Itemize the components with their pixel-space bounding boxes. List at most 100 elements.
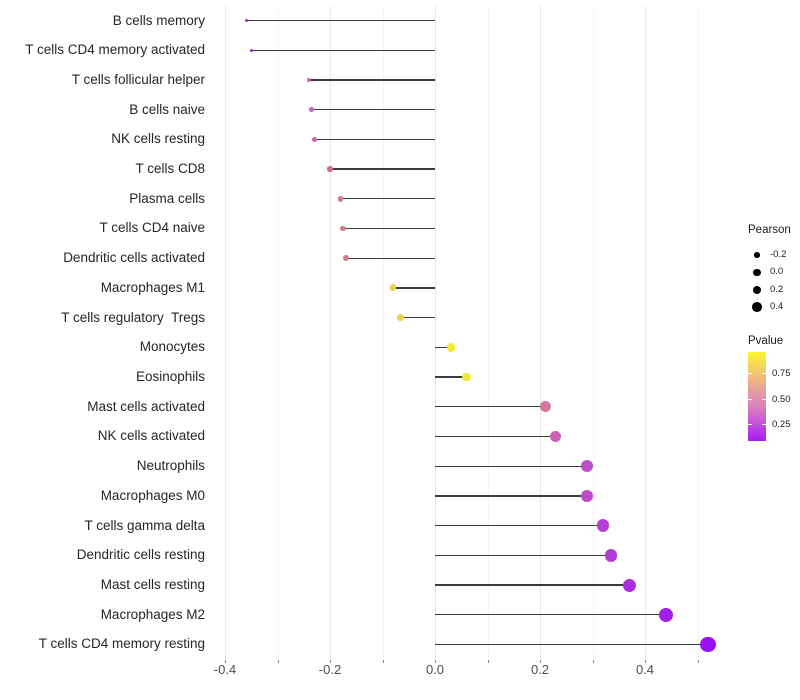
x-tick-mark — [540, 660, 541, 663]
lollipop-dot — [249, 48, 253, 52]
lollipop-dot — [337, 196, 344, 202]
lollipop-stem — [435, 584, 630, 586]
size-legend-dot — [752, 285, 762, 295]
lollipop-dot — [244, 19, 248, 22]
gridline-major — [330, 6, 331, 660]
size-legend-label: 0.2 — [770, 283, 784, 295]
gridline-minor — [592, 6, 594, 660]
gridline-major — [540, 6, 541, 660]
x-tick-label: 0.0 — [425, 662, 445, 677]
lollipop-dot — [389, 284, 397, 292]
gridline-major — [645, 6, 646, 660]
row-label: Eosinophils — [135, 369, 205, 385]
size-legend-dot — [752, 302, 762, 313]
row-label: Dendritic cells resting — [76, 547, 205, 563]
lollipop-dot — [446, 343, 455, 352]
lollipop-dot — [658, 607, 674, 622]
row-label: T cells CD8 — [135, 161, 205, 177]
row-label: B cells memory — [112, 12, 205, 28]
colorbar-tick — [762, 373, 766, 374]
row-label: Dendritic cells activated — [63, 250, 205, 266]
x-tick-mark — [487, 660, 489, 663]
colorbar-tick — [762, 398, 766, 400]
lollipop-stem — [330, 168, 435, 170]
lollipop-dot — [311, 136, 317, 142]
x-tick-mark — [277, 660, 279, 663]
x-tick-mark — [435, 660, 436, 663]
row-label: Neutrophils — [136, 458, 205, 474]
row-label: Monocytes — [139, 339, 205, 355]
size-legend-label: -0.2 — [770, 249, 787, 260]
x-tick-mark — [697, 660, 699, 663]
gridline-major — [435, 6, 436, 660]
lollipop-dot — [581, 489, 594, 502]
lollipop-stem — [435, 524, 603, 527]
row-label: T cells CD4 naive — [99, 220, 205, 236]
x-tick-label: -0.4 — [213, 662, 237, 677]
lollipop-dot — [306, 77, 312, 83]
lollipop-dot — [462, 372, 471, 382]
gridline-minor — [382, 6, 384, 660]
row-label: NK cells activated — [97, 428, 205, 444]
lollipop-stem — [435, 435, 556, 438]
size-legend-label: 0.0 — [770, 266, 784, 278]
lollipop-dot — [340, 225, 346, 232]
lollipop-stem — [343, 227, 435, 230]
x-tick-mark — [225, 660, 226, 663]
lollipop-dot — [327, 166, 333, 172]
lollipop-stem — [435, 346, 451, 348]
x-tick-mark — [382, 660, 384, 663]
lollipop-stem — [435, 495, 588, 497]
lollipop-stem — [311, 108, 435, 111]
lollipop-stem — [435, 376, 467, 378]
row-label: Macrophages M1 — [100, 279, 205, 295]
x-tick-label: 0.4 — [635, 662, 655, 677]
gridline-minor — [487, 6, 489, 660]
lollipop-stem — [435, 614, 666, 616]
lollipop-stem — [435, 554, 611, 556]
row-label: T cells CD4 memory resting — [38, 636, 205, 652]
lollipop-stem — [314, 138, 435, 140]
row-label: Macrophages M2 — [100, 606, 205, 622]
row-label: T cells follicular helper — [71, 71, 205, 87]
gridline-minor — [697, 6, 699, 660]
lollipop-dot — [309, 107, 314, 112]
size-legend-label: 0.4 — [770, 301, 784, 313]
colorbar-label: 0.75 — [772, 368, 791, 379]
lollipop-stem — [435, 406, 546, 408]
size-legend-dot — [753, 268, 761, 276]
x-tick-mark — [330, 660, 331, 663]
row-label: NK cells resting — [111, 131, 205, 147]
lollipop-stem — [393, 287, 435, 289]
size-legend-title: Pearson — [748, 224, 791, 236]
colorbar-tick — [748, 424, 752, 425]
lollipop-dot — [622, 578, 636, 592]
colorbar-tick — [748, 373, 752, 374]
lollipop-stem — [400, 316, 435, 319]
x-tick-label: -0.2 — [318, 662, 342, 677]
lollipop-stem — [435, 465, 588, 467]
colorbar-tick — [748, 398, 752, 400]
row-label: T cells regulatory Tregs — [61, 309, 205, 325]
color-legend-title: Pvalue — [748, 335, 784, 347]
row-label: Mast cells resting — [100, 577, 205, 593]
lollipop-dot — [342, 255, 349, 262]
row-label: Plasma cells — [129, 190, 205, 206]
lollipop-dot — [596, 519, 610, 532]
pvalue-colorbar — [748, 352, 766, 441]
row-label: T cells gamma delta — [84, 517, 205, 533]
lollipop-stem — [345, 257, 435, 259]
gridline-minor — [277, 6, 279, 660]
colorbar-label: 0.50 — [772, 393, 791, 405]
lollipop-stem — [309, 79, 435, 81]
lollipop-stem — [246, 19, 435, 22]
row-label: Mast cells activated — [87, 398, 205, 414]
lollipop-stem — [435, 643, 708, 646]
size-legend-dot — [754, 252, 760, 258]
lollipop-dot — [397, 314, 405, 322]
colorbar-label: 0.25 — [772, 419, 791, 430]
lollipop-dot — [550, 430, 562, 443]
row-label: B cells naive — [129, 101, 205, 117]
lollipop-stem — [251, 49, 435, 51]
